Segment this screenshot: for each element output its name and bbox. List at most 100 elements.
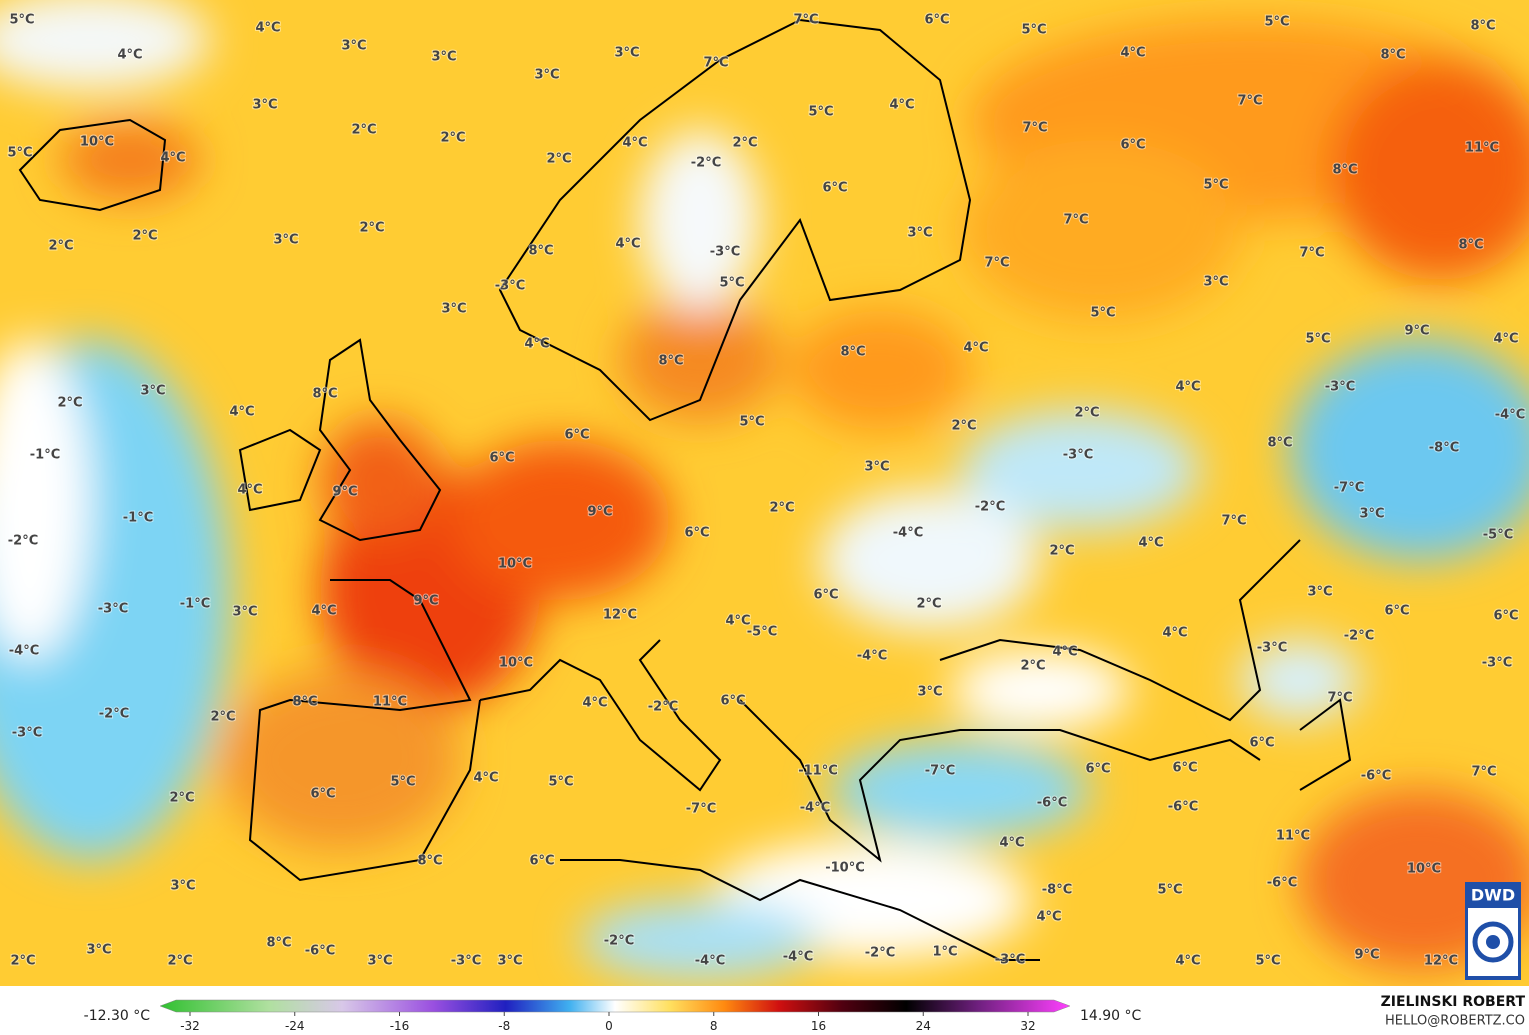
temperature-label: 4°C (615, 237, 640, 252)
temperature-label: 3°C (864, 460, 889, 475)
temperature-label: 10°C (499, 656, 533, 671)
temperature-label: 3°C (917, 685, 942, 700)
temperature-label: 7°C (1022, 121, 1047, 136)
temperature-label: -3°C (1257, 641, 1287, 656)
temperature-label: 3°C (252, 98, 277, 113)
temperature-label: -4°C (893, 526, 923, 541)
temperature-label: -11°C (798, 764, 838, 779)
temperature-label: 12°C (603, 608, 637, 623)
temperature-label: -7°C (686, 802, 716, 817)
temperature-label: 2°C (769, 501, 794, 516)
colorbar: -12.30 °C 14.90 °C -32 -24 -16 -8 0 8 16 24 32 (84, 999, 1142, 1033)
temperature-label: 4°C (999, 836, 1024, 851)
temperature-label: 7°C (703, 56, 728, 71)
temperature-label: 9°C (332, 485, 357, 500)
temperature-label: 8°C (1267, 436, 1292, 451)
temperature-label: 2°C (916, 597, 941, 612)
temperature-label: 5°C (1090, 306, 1115, 321)
temperature-label: 2°C (10, 954, 35, 969)
temperature-label: 10°C (498, 557, 532, 572)
temperature-label: 6°C (489, 451, 514, 466)
temperature-label: 3°C (907, 226, 932, 241)
temperature-label: 6°C (813, 588, 838, 603)
logo-swirl (1472, 921, 1514, 963)
temperature-label: -6°C (305, 944, 335, 959)
temperature-label: 4°C (1036, 910, 1061, 925)
temperature-label: 6°C (310, 787, 335, 802)
temperature-label: 6°C (720, 694, 745, 709)
temperature-label: 10°C (80, 135, 114, 150)
temperature-label: -1°C (30, 448, 60, 463)
temperature-label: -2°C (975, 500, 1005, 515)
temperature-label: 6°C (564, 428, 589, 443)
temperature-label: 9°C (587, 505, 612, 520)
temperature-label: -7°C (1334, 481, 1364, 496)
temperature-label: 8°C (417, 854, 442, 869)
colorbar-tick-label: 8 (710, 1019, 718, 1033)
temperature-label: 8°C (1458, 238, 1483, 253)
colorbar-tick-label: -32 (180, 1019, 200, 1033)
temperature-label: 2°C (951, 419, 976, 434)
temperature-label: 6°C (1085, 762, 1110, 777)
temperature-label: 3°C (431, 50, 456, 65)
temperature-label: 2°C (57, 396, 82, 411)
temperature-label: -4°C (695, 954, 725, 969)
temperature-label: 2°C (210, 710, 235, 725)
temperature-label: 3°C (86, 943, 111, 958)
temperature-label: -2°C (8, 534, 38, 549)
temperature-label: -2°C (1344, 629, 1374, 644)
temperature-label: 4°C (1138, 536, 1163, 551)
temperature-label: 7°C (1327, 691, 1352, 706)
temperature-label: 11°C (1465, 141, 1499, 156)
temperature-label: 6°C (1493, 609, 1518, 624)
temperature-label: -5°C (1483, 528, 1513, 543)
temperature-label: 3°C (341, 39, 366, 54)
colorbar-tick-label: -24 (285, 1019, 305, 1033)
temperature-label: 4°C (1175, 380, 1200, 395)
temperature-label: 12°C (1424, 954, 1458, 969)
colorbar-tick-label: 24 (916, 1019, 931, 1033)
temperature-label: -6°C (1267, 876, 1297, 891)
temperature-label: 3°C (1359, 507, 1384, 522)
temperature-label: 4°C (1120, 46, 1145, 61)
temperature-label: 5°C (1157, 883, 1182, 898)
temperature-label: 6°C (1249, 736, 1274, 751)
temperature-label: 2°C (167, 954, 192, 969)
temperature-label: 7°C (984, 256, 1009, 271)
temperature-label: 3°C (534, 68, 559, 83)
temperature-label: 8°C (840, 345, 865, 360)
temperature-label: 6°C (1384, 604, 1409, 619)
temperature-label: 5°C (9, 13, 34, 28)
temperature-label: 2°C (48, 239, 73, 254)
logo-text: DWD (1471, 886, 1515, 905)
temperature-label: 8°C (1380, 48, 1405, 63)
credit-author: ZIELINSKI ROBERT (1381, 994, 1526, 1010)
temperature-label: 2°C (440, 131, 465, 146)
colorbar-tick-label: -8 (498, 1019, 510, 1033)
coastlines (18, 18, 1352, 961)
temperature-label: 5°C (548, 775, 573, 790)
temperature-label: 6°C (924, 13, 949, 28)
temperature-label: 3°C (441, 302, 466, 317)
colorbar-tick-label: 32 (1020, 1019, 1035, 1033)
temperature-label: 6°C (1120, 138, 1145, 153)
temperature-label: 10°C (1407, 862, 1441, 877)
temperature-label: 4°C (255, 21, 280, 36)
temperature-label: -6°C (1168, 800, 1198, 815)
temperature-label: -3°C (12, 726, 42, 741)
temperature-label: -7°C (925, 764, 955, 779)
temperature-label: 2°C (169, 791, 194, 806)
temperature-label: 5°C (808, 105, 833, 120)
temperature-label: 3°C (232, 605, 257, 620)
temperature-label: -2°C (691, 156, 721, 171)
temperature-label: 6°C (684, 526, 709, 541)
temperature-label: 1°C (932, 945, 957, 960)
temperature-label: 5°C (390, 775, 415, 790)
temperature-label: 4°C (1175, 954, 1200, 969)
colorbar-tick-label: 16 (811, 1019, 826, 1033)
temperature-label: -10°C (825, 861, 865, 876)
temperature-label: 3°C (614, 46, 639, 61)
temperature-label: 3°C (1203, 275, 1228, 290)
temperature-label: 4°C (160, 151, 185, 166)
temperature-label: 5°C (7, 146, 32, 161)
